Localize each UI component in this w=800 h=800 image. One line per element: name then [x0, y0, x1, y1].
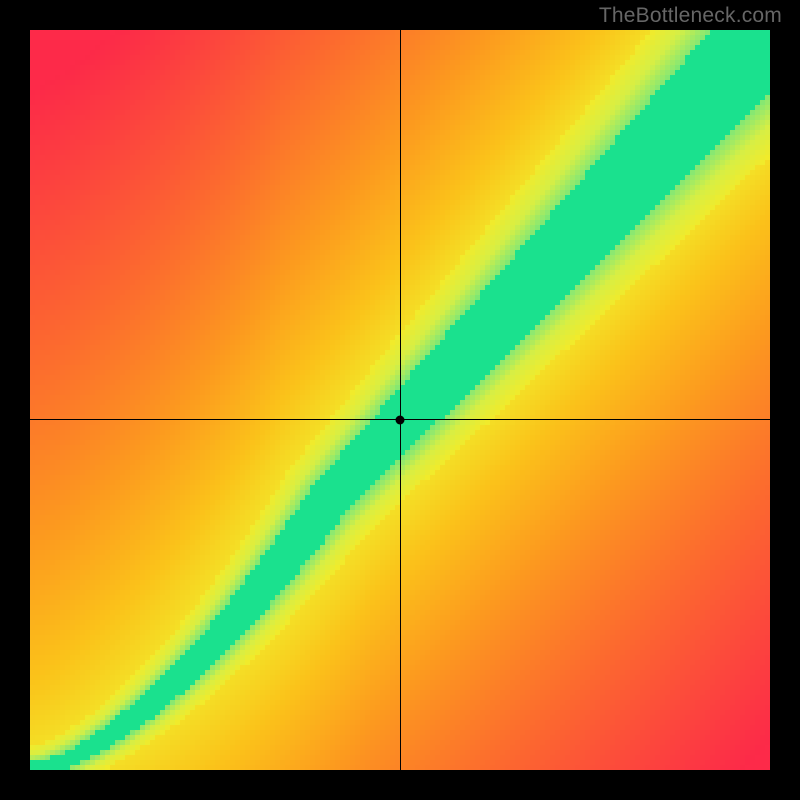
selection-marker [396, 415, 405, 424]
chart-container: TheBottleneck.com [0, 0, 800, 800]
watermark-text: TheBottleneck.com [599, 4, 782, 28]
crosshair-vertical [400, 30, 401, 770]
